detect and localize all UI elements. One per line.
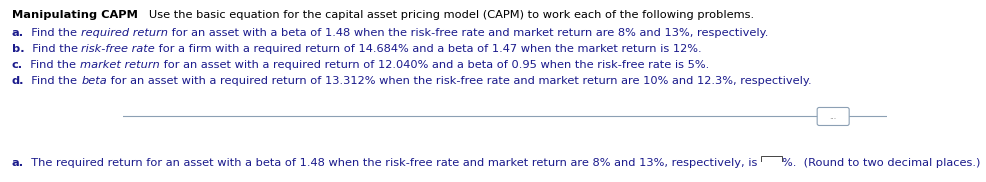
Text: beta: beta	[81, 76, 106, 86]
Text: for an asset with a required return of 13.312% when the risk-free rate and marke: for an asset with a required return of 1…	[106, 76, 811, 86]
Text: The required return for an asset with a beta of 1.48 when the risk-free rate and: The required return for an asset with a …	[24, 158, 761, 168]
Text: b.: b.	[12, 44, 25, 54]
Text: Find the: Find the	[25, 44, 81, 54]
FancyBboxPatch shape	[817, 108, 849, 125]
Text: a.: a.	[12, 28, 24, 38]
Text: %.  (Round to two decimal places.): %. (Round to two decimal places.)	[782, 158, 980, 168]
Text: Manipulating CAPM: Manipulating CAPM	[12, 10, 138, 20]
Text: market return: market return	[80, 60, 160, 70]
Text: Find the: Find the	[25, 76, 81, 86]
Text: d.: d.	[12, 76, 25, 86]
Text: risk-free rate: risk-free rate	[81, 44, 155, 54]
Text: a.: a.	[12, 158, 24, 168]
Text: c.: c.	[12, 60, 23, 70]
Text: for an asset with a beta of 1.48 when the risk-free rate and market return are 8: for an asset with a beta of 1.48 when th…	[168, 28, 768, 38]
Text: Find the: Find the	[23, 60, 80, 70]
Text: Find the: Find the	[24, 28, 81, 38]
Text: ...: ...	[829, 112, 837, 121]
Text: for an asset with a required return of 12.040% and a beta of 0.95 when the risk-: for an asset with a required return of 1…	[160, 60, 709, 70]
FancyBboxPatch shape	[760, 156, 782, 170]
Text: required return: required return	[81, 28, 168, 38]
Text: for a firm with a required return of 14.684% and a beta of 1.47 when the market : for a firm with a required return of 14.…	[155, 44, 702, 54]
Text: Use the basic equation for the capital asset pricing model (CAPM) to work each o: Use the basic equation for the capital a…	[138, 10, 754, 20]
